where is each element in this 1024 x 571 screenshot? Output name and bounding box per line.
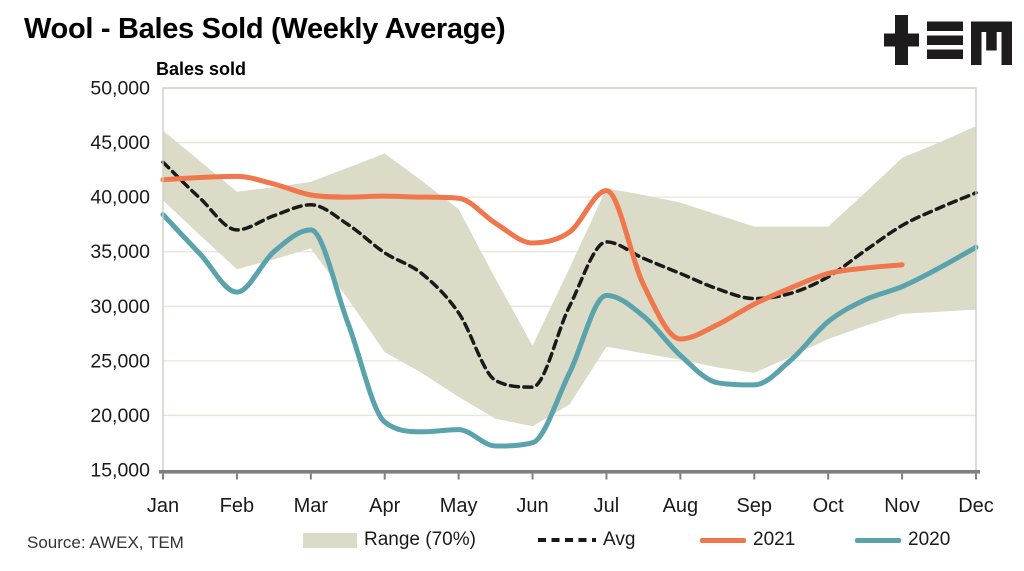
x-tick-label: Jul	[594, 495, 620, 517]
y-axis-title: Bales sold	[156, 59, 247, 79]
tem-logo	[884, 15, 1012, 65]
legend-label-2020: 2020	[908, 529, 951, 550]
source-note: Source: AWEX, TEM	[27, 533, 184, 552]
x-tick-label: Nov	[884, 495, 920, 517]
legend-item-2021: 2021	[700, 527, 795, 553]
legend-item-2020: 2020	[855, 527, 950, 553]
legend-label-range: Range (70%)	[364, 529, 476, 550]
legend-label-avg: Avg	[603, 529, 636, 550]
legend-label-2021: 2021	[753, 529, 796, 550]
chart-legend: Range (70%) Avg 2021 2020	[0, 527, 1024, 553]
series-2021-line	[160, 173, 905, 342]
avg-dash-swatch	[538, 538, 596, 542]
y-tick-label: 40,000	[90, 187, 150, 209]
x-tick-label: Dec	[958, 495, 994, 517]
y-tick-label: 35,000	[90, 241, 150, 263]
line-2021-swatch	[700, 537, 746, 543]
x-tick-label: Sep	[736, 495, 772, 517]
x-tick-label: Mar	[294, 495, 329, 517]
y-tick-label: 25,000	[90, 350, 150, 372]
y-tick-label: 50,000	[90, 78, 150, 100]
chart-title: Wool - Bales Sold (Weekly Average)	[24, 13, 506, 45]
y-tick-label: 15,000	[90, 460, 150, 482]
y-tick-label: 20,000	[90, 405, 150, 427]
x-tick-label: Feb	[220, 495, 254, 517]
series-2020-line	[160, 212, 979, 449]
line-2020-swatch	[855, 537, 901, 543]
plot-border	[162, 87, 977, 470]
legend-item-avg: Avg	[538, 527, 635, 553]
x-tick-label: Jan	[147, 495, 179, 517]
range-band-swatch	[303, 532, 357, 548]
x-tick-label: Oct	[813, 495, 845, 517]
y-tick-label: 45,000	[90, 132, 150, 154]
y-tick-label: 30,000	[90, 296, 150, 318]
logo-bars-icon	[927, 21, 963, 31]
x-tick-label: May	[440, 495, 478, 517]
x-tick-label: Aug	[663, 495, 699, 517]
x-tick-label: Jun	[516, 495, 548, 517]
legend-item-range: Range (70%)	[303, 527, 476, 553]
range-band	[163, 126, 976, 427]
x-tick-label: Apr	[369, 495, 400, 517]
tem-logo-graphic	[884, 15, 1012, 65]
